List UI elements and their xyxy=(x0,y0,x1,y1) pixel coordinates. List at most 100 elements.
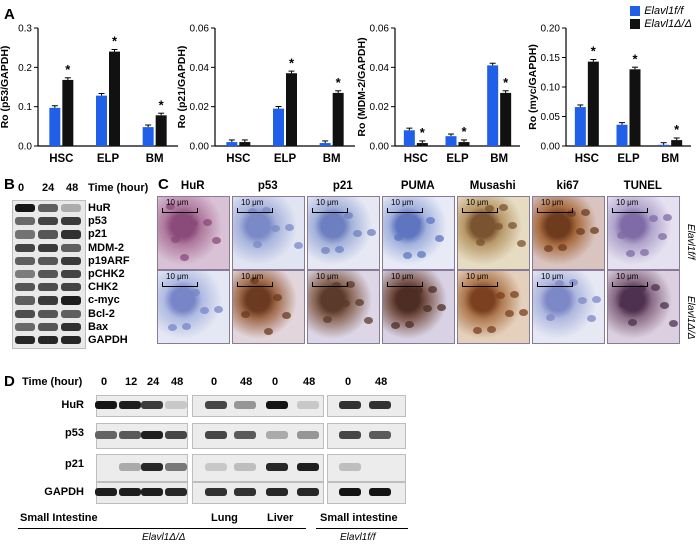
scale-bar-line xyxy=(612,208,648,213)
cell-nucleus xyxy=(487,326,496,333)
cell-nucleus xyxy=(330,213,339,220)
bar xyxy=(62,79,74,146)
genotype-divider xyxy=(316,528,408,529)
blot-band xyxy=(205,463,227,471)
x-tick-label: BM xyxy=(146,153,164,165)
cell-nucleus xyxy=(414,287,423,294)
scale-bar-line xyxy=(387,208,423,213)
blot-band xyxy=(38,256,58,265)
blot-strip xyxy=(327,482,406,504)
bar xyxy=(319,143,331,146)
bar xyxy=(286,73,297,146)
cell-nucleus xyxy=(517,240,526,247)
scale-bar-label: 10 μm xyxy=(466,272,489,281)
significance-star: * xyxy=(591,44,597,59)
blot-band xyxy=(266,431,288,439)
blot-band xyxy=(61,256,81,265)
blot-band xyxy=(234,431,256,439)
y-tick-label: 0.00 xyxy=(190,142,210,153)
cell-nucleus xyxy=(262,207,271,214)
time-point: 24 xyxy=(147,376,160,388)
cell-nucleus xyxy=(203,219,212,226)
cell-nucleus xyxy=(428,286,437,293)
scale-bar-line xyxy=(237,282,273,287)
x-tick-label: ELP xyxy=(446,153,469,165)
cell-nucleus xyxy=(394,234,403,241)
blot-band xyxy=(15,204,35,213)
panel-label-c: C xyxy=(158,176,169,193)
blot-band xyxy=(266,488,288,496)
scale-bar-line xyxy=(537,208,573,213)
significance-star: * xyxy=(159,97,165,112)
blot-band xyxy=(95,488,117,496)
scale-bar-label: 10 μm xyxy=(391,272,414,281)
scale-bar-label: 10 μm xyxy=(541,272,564,281)
cell-nucleus xyxy=(658,233,667,240)
cell-nucleus xyxy=(663,214,672,221)
bar xyxy=(500,92,512,146)
scale-bar: 10 μm xyxy=(612,198,648,214)
blot-band xyxy=(38,296,58,305)
cell-nucleus xyxy=(405,321,414,328)
row-label-ff: Elavl1f/f xyxy=(685,224,696,260)
blot-band xyxy=(297,488,319,496)
genotype-label: Elavl1f/f xyxy=(340,532,376,543)
y-tick-label: 0.04 xyxy=(190,63,210,74)
cell-nucleus xyxy=(364,317,373,324)
y-axis-label: Ro (p53/GAPDH) xyxy=(0,46,11,129)
y-axis-label: Ro (p21/GAPDH) xyxy=(176,46,188,129)
scale-bar: 10 μm xyxy=(312,198,348,214)
bar xyxy=(109,51,120,146)
ihc-image-tile: 10 μm xyxy=(382,196,455,270)
ihc-image-tile: 10 μm xyxy=(607,196,680,270)
time-point: 0 xyxy=(345,376,352,388)
significance-star: * xyxy=(336,75,342,90)
time-point: 24 xyxy=(42,182,55,194)
scale-bar-label: 10 μm xyxy=(541,198,564,207)
cell-nucleus xyxy=(628,319,637,326)
cell-nucleus xyxy=(567,210,576,217)
blot-band xyxy=(61,243,81,252)
blot-band xyxy=(61,283,81,292)
blot-strip xyxy=(192,395,324,417)
blot-band xyxy=(15,322,35,331)
panel-label-b: B xyxy=(4,176,15,193)
bar xyxy=(239,142,251,146)
blot-band xyxy=(15,296,35,305)
scale-bar-label: 10 μm xyxy=(616,272,639,281)
cell-nucleus xyxy=(344,212,353,219)
cell-nucleus xyxy=(335,246,344,253)
blot-band xyxy=(119,401,141,409)
cell-nucleus xyxy=(259,295,268,302)
blot-band xyxy=(234,488,256,496)
blot-band xyxy=(61,230,81,239)
y-tick-label: 0.3 xyxy=(18,24,32,35)
y-tick-label: 0.06 xyxy=(370,24,390,35)
blot-band xyxy=(38,217,58,226)
blot-band xyxy=(234,401,256,409)
blot-row-label: p53 xyxy=(65,427,84,439)
y-tick-label: 0.15 xyxy=(541,53,561,64)
bar xyxy=(616,124,628,146)
blot-band xyxy=(165,401,187,409)
blot-band xyxy=(205,401,227,409)
cell-nucleus xyxy=(578,297,587,304)
blot-band xyxy=(95,401,117,409)
cell-nucleus xyxy=(617,232,626,239)
blot-band xyxy=(61,336,81,345)
blot-band xyxy=(15,230,35,239)
x-tick-label: ELP xyxy=(274,153,297,165)
y-tick-label: 0.10 xyxy=(541,83,561,94)
x-tick-label: ELP xyxy=(97,153,120,165)
blot-row-label: c-myc xyxy=(88,294,120,307)
time-point: 0 xyxy=(101,376,108,388)
cell-nucleus xyxy=(637,285,646,292)
blot-band xyxy=(141,431,163,439)
ihc-column-title: p53 xyxy=(257,180,278,192)
blot-band xyxy=(339,401,361,409)
cell-nucleus xyxy=(253,241,262,248)
ihc-image-tile: 10 μm xyxy=(307,270,380,344)
tissue-label: Liver xyxy=(267,512,294,524)
row-label-dd: Elavl1Δ/Δ xyxy=(685,296,696,340)
